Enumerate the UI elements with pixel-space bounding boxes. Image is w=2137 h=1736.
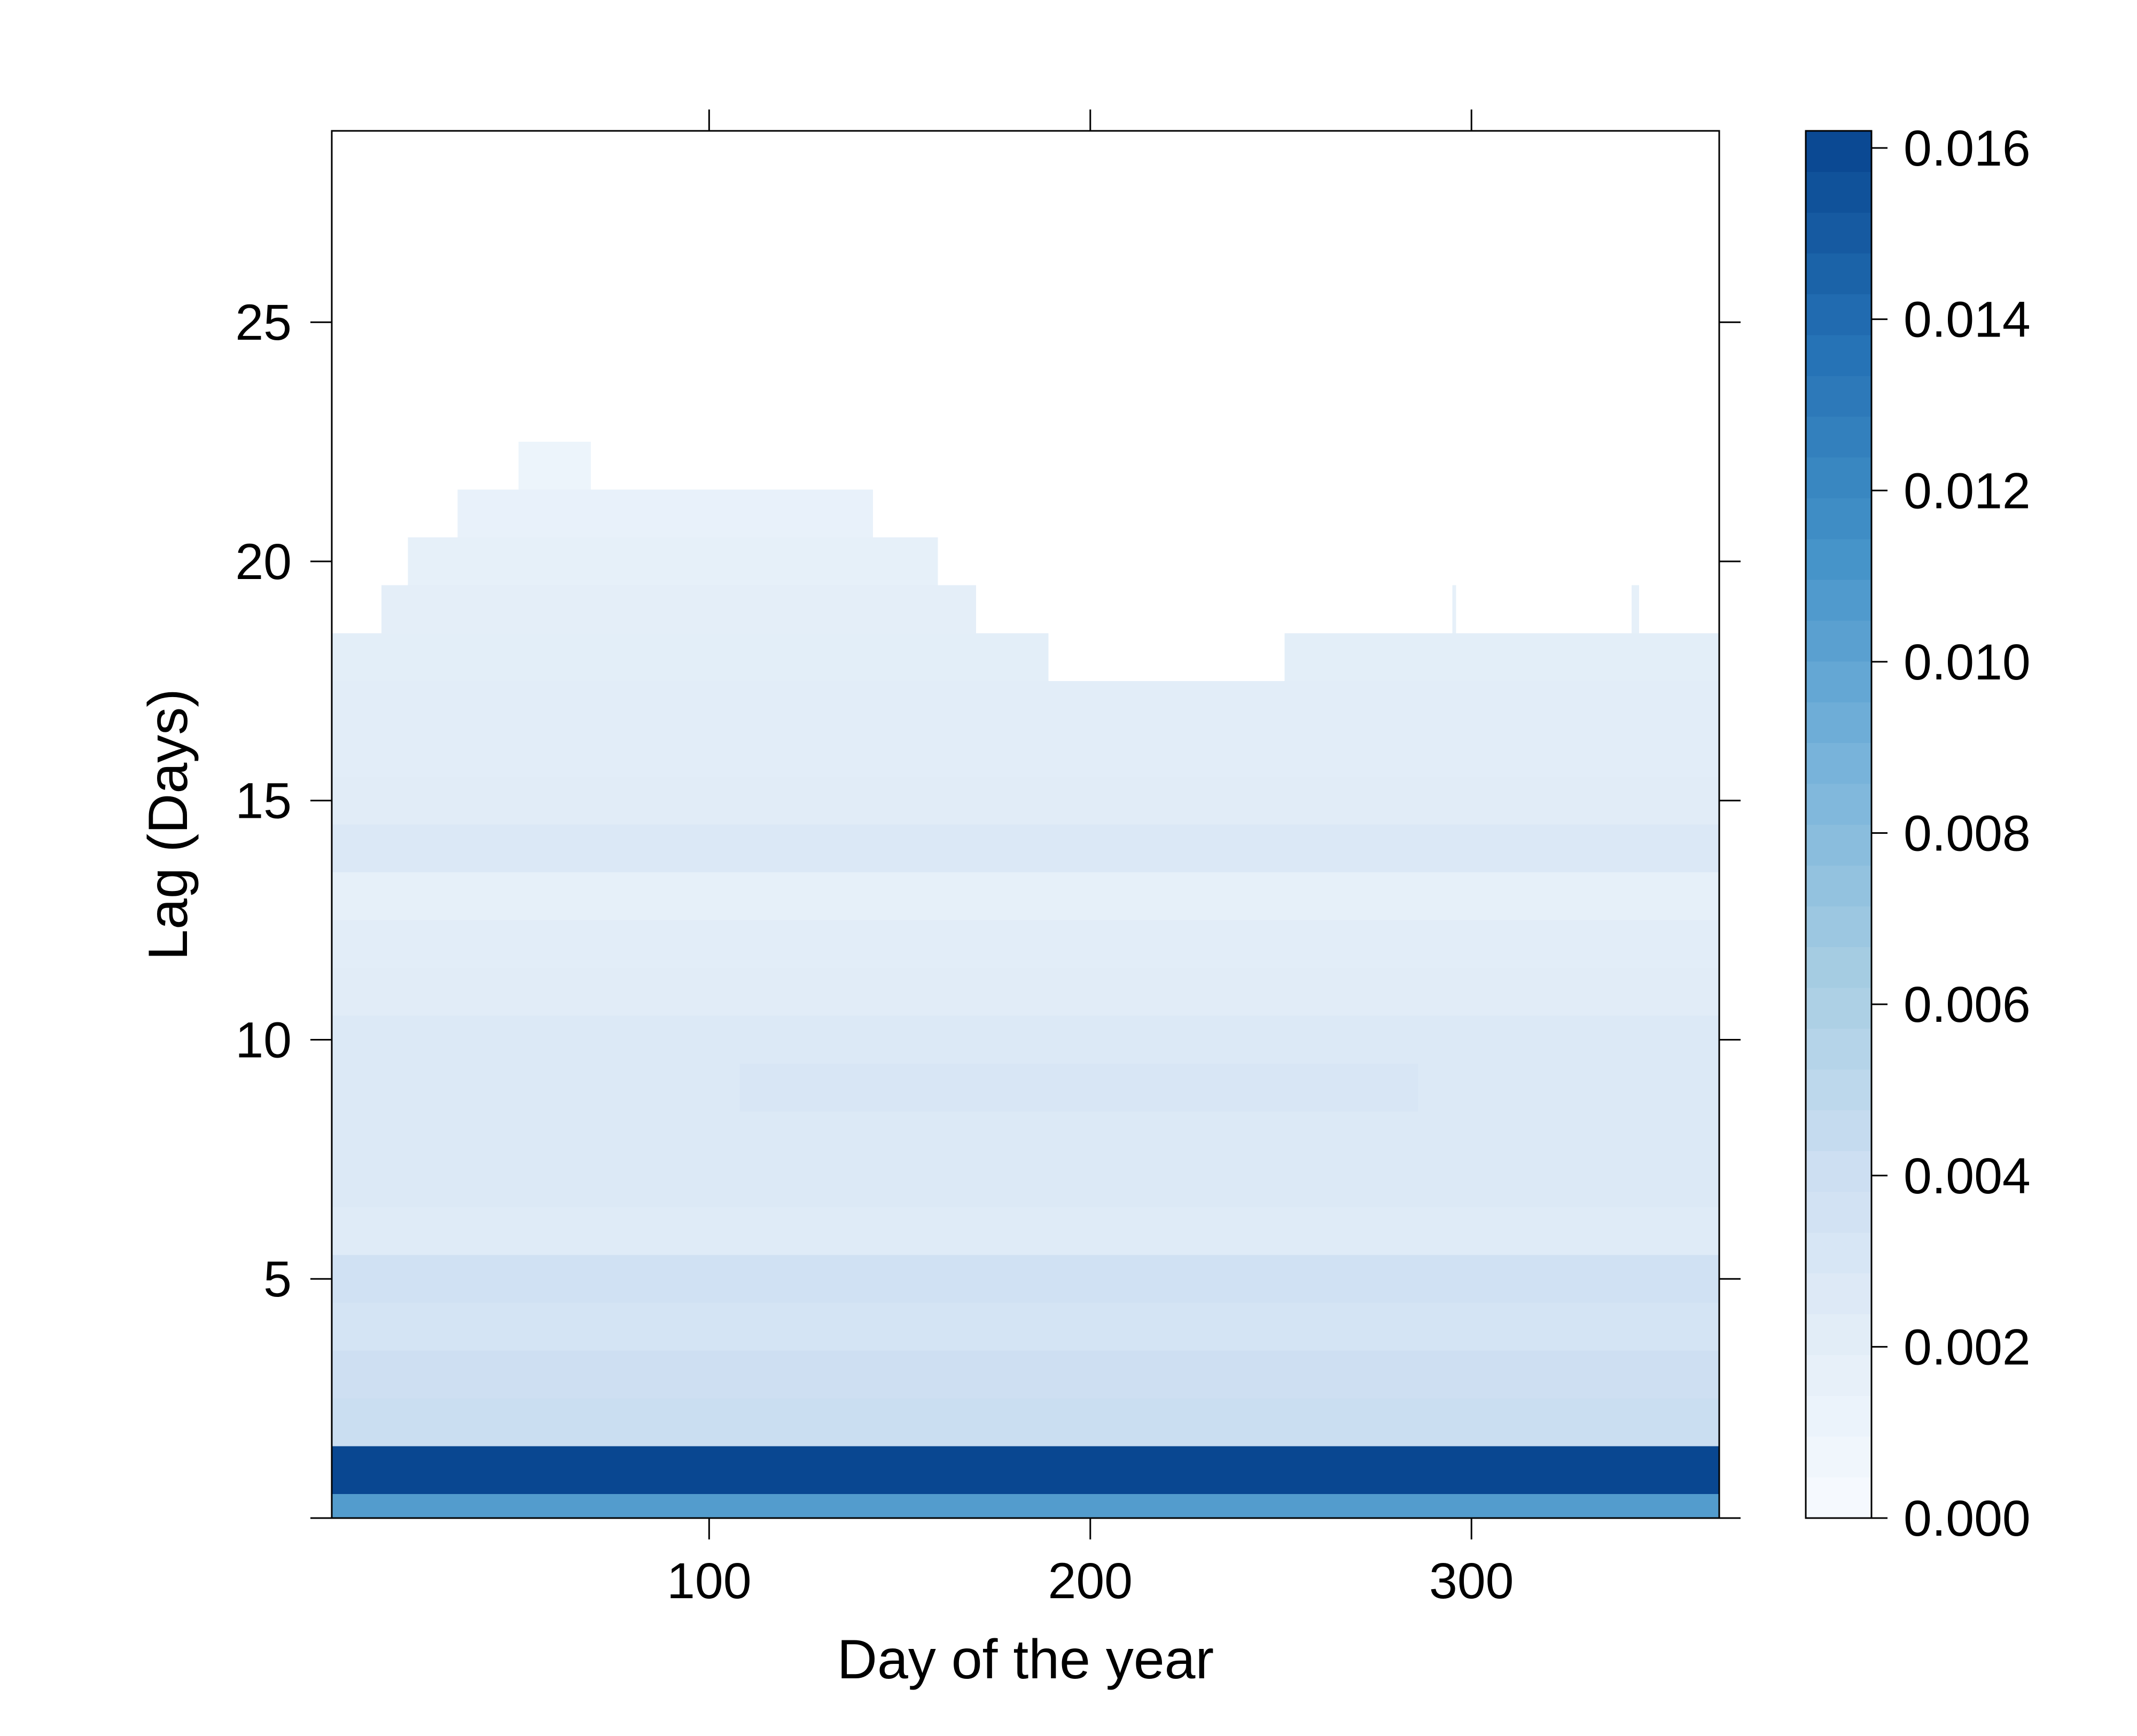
colorbar-band bbox=[1806, 824, 1871, 866]
heatmap-cell bbox=[332, 824, 1719, 873]
heatmap-cell bbox=[332, 1064, 740, 1112]
y-tick-label: 25 bbox=[235, 294, 292, 351]
heatmap-cell bbox=[332, 1159, 1719, 1207]
heatmap-cell bbox=[332, 968, 1719, 1016]
heatmap-cell bbox=[332, 872, 1719, 920]
colorbar-band bbox=[1806, 661, 1871, 702]
colorbar-band bbox=[1806, 538, 1871, 580]
colorbar-band bbox=[1806, 1191, 1871, 1233]
heatmap-cell bbox=[332, 1303, 1719, 1351]
y-tick-label: 5 bbox=[263, 1251, 292, 1308]
colorbar-band bbox=[1806, 784, 1871, 825]
heatmap-cell bbox=[739, 1064, 1418, 1112]
colorbar-band bbox=[1806, 1151, 1871, 1192]
colorbar-tick-label: 0.000 bbox=[1904, 1490, 2031, 1547]
heatmap-cell bbox=[332, 1398, 1719, 1446]
colorbar-band bbox=[1806, 1110, 1871, 1152]
heatmap-cell bbox=[332, 729, 1719, 777]
colorbar-band bbox=[1806, 742, 1871, 784]
colorbar-tick-label: 0.010 bbox=[1904, 634, 2031, 691]
heatmap-cell bbox=[332, 1015, 1719, 1064]
colorbar-band bbox=[1806, 906, 1871, 948]
heatmap-cell bbox=[1631, 585, 1640, 634]
colorbar-tick-label: 0.016 bbox=[1904, 120, 2031, 177]
x-tick-label: 200 bbox=[1048, 1553, 1133, 1609]
colorbar-tick-label: 0.014 bbox=[1904, 292, 2031, 348]
heatmap-cell bbox=[332, 1350, 1719, 1399]
colorbar-band bbox=[1806, 1314, 1871, 1355]
colorbar-band bbox=[1806, 131, 1871, 172]
colorbar-band bbox=[1806, 416, 1871, 458]
heatmap-cell bbox=[457, 489, 873, 538]
colorbar-band bbox=[1806, 1355, 1871, 1396]
x-tick-label: 300 bbox=[1429, 1553, 1514, 1609]
heatmap-cell bbox=[332, 920, 1719, 968]
heatmap-cell bbox=[1284, 633, 1719, 681]
colorbar-band bbox=[1806, 947, 1871, 988]
heatmap-cells bbox=[332, 442, 1719, 1518]
colorbar-band bbox=[1806, 376, 1871, 417]
heatmap-cell bbox=[332, 776, 1719, 825]
y-tick-label: 15 bbox=[235, 773, 292, 830]
colorbar-frame bbox=[1805, 130, 1873, 1519]
colorbar-band bbox=[1806, 865, 1871, 906]
heatmap-cell bbox=[332, 1446, 1719, 1495]
colorbar-tick-label: 0.004 bbox=[1904, 1148, 2031, 1205]
x-axis-label: Day of the year bbox=[837, 1629, 1214, 1691]
colorbar-band bbox=[1806, 212, 1871, 254]
heatmap-cell bbox=[332, 1494, 1719, 1518]
colorbar: 0.000 0.002 0.004 0.006 0.008 0.010 0.012 0.014… bbox=[1805, 120, 2031, 1547]
plot-frame bbox=[331, 130, 1720, 1519]
colorbar-band bbox=[1806, 1069, 1871, 1111]
colorbar-band bbox=[1806, 498, 1871, 539]
y-tick-label: 20 bbox=[235, 534, 292, 590]
colorbar-band bbox=[1806, 702, 1871, 744]
heatmap-cell bbox=[332, 681, 1719, 729]
colorbar-band bbox=[1806, 334, 1871, 376]
heatmap-cell bbox=[381, 585, 976, 634]
y-tick-label: 10 bbox=[235, 1012, 292, 1068]
colorbar-tick-label: 0.002 bbox=[1904, 1319, 2031, 1375]
colorbar-tick-label: 0.012 bbox=[1904, 463, 2031, 519]
colorbar-band bbox=[1806, 457, 1871, 498]
axes: 100 200 300 5 10 15 20 25 bbox=[235, 110, 1741, 1609]
colorbar-tick-label: 0.008 bbox=[1904, 806, 2031, 862]
colorbar-band bbox=[1806, 171, 1871, 213]
colorbar-band bbox=[1806, 1436, 1871, 1478]
colorbar-band bbox=[1806, 1028, 1871, 1070]
colorbar-band bbox=[1806, 253, 1871, 295]
colorbar-band bbox=[1806, 988, 1871, 1029]
heatmap-cell bbox=[332, 1207, 1719, 1255]
heatmap-cell bbox=[408, 537, 938, 585]
colorbar-band bbox=[1806, 1395, 1871, 1437]
y-axis-label: Lag (Days) bbox=[137, 689, 199, 960]
heatmap-cell bbox=[518, 442, 591, 490]
colorbar-tick-label: 0.006 bbox=[1904, 976, 2031, 1033]
colorbar-band bbox=[1806, 1273, 1871, 1315]
heatmap-cell bbox=[1452, 585, 1456, 634]
colorbar-band bbox=[1806, 1232, 1871, 1274]
colorbar-band bbox=[1806, 580, 1871, 621]
colorbar-band bbox=[1806, 1477, 1871, 1519]
heatmap-cell bbox=[332, 633, 1049, 681]
heatmap-cell bbox=[1418, 1064, 1719, 1112]
heatmap-cell bbox=[332, 1111, 1719, 1160]
x-tick-label: 100 bbox=[667, 1553, 752, 1609]
colorbar-band bbox=[1806, 294, 1871, 335]
colorbar-band bbox=[1806, 620, 1871, 662]
heatmap-cell bbox=[332, 1255, 1719, 1303]
